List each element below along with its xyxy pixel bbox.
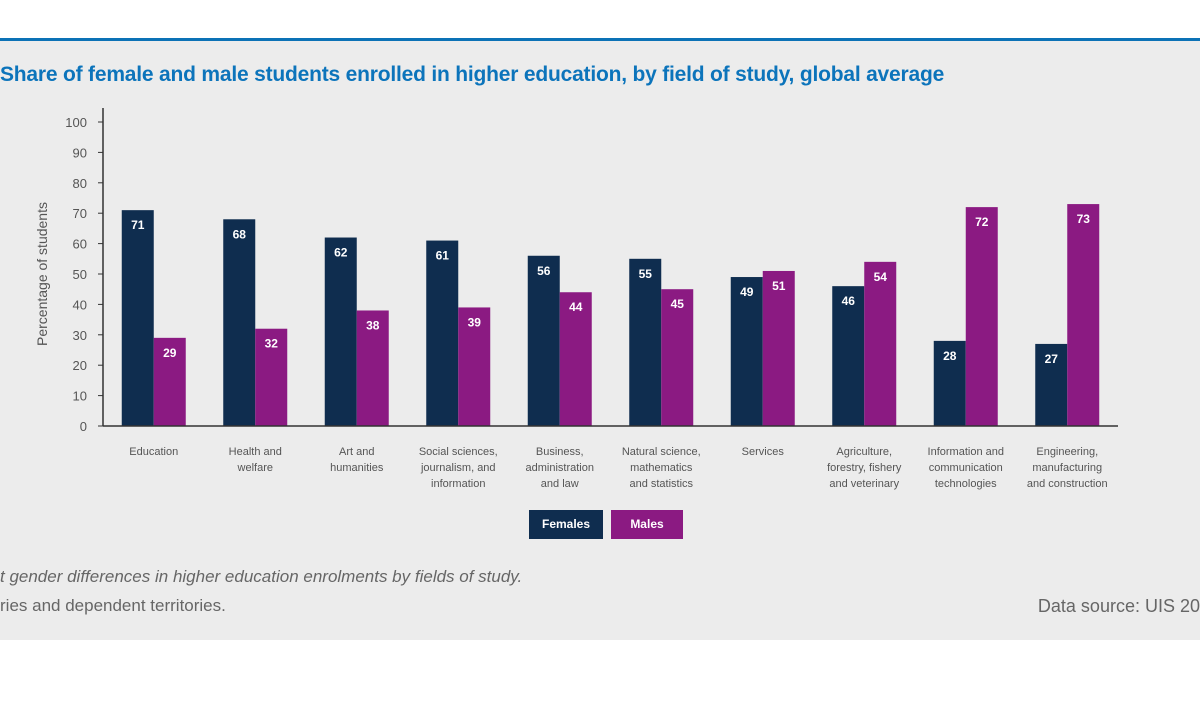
bar-females-1 bbox=[223, 219, 256, 426]
category-label-1: Health and welfare bbox=[229, 446, 282, 474]
y-tick-label: 90 bbox=[73, 145, 87, 160]
bar-males-8 bbox=[965, 207, 998, 426]
value-label-males-7: 54 bbox=[874, 270, 888, 284]
footnote-line-1: t gender differences in higher education… bbox=[0, 567, 523, 586]
x-axis: Education Health and welfare Art and humanit… bbox=[103, 425, 1118, 490]
y-axis-label: Percentage of students bbox=[34, 202, 50, 346]
bars: 71 29 68 32 62 38 61 39 56 44 55 45 49 51 46 54 28 72 27 73 bbox=[121, 204, 1100, 426]
category-label-4: Business, administration and law bbox=[526, 446, 594, 490]
category-label-line: Services bbox=[742, 446, 785, 458]
value-label-males-6: 51 bbox=[772, 279, 786, 293]
y-tick-label: 60 bbox=[73, 237, 87, 252]
category-label-2: Art and humanities bbox=[330, 446, 384, 474]
category-label-6: Services bbox=[742, 446, 785, 458]
bar-females-8 bbox=[933, 340, 966, 426]
value-label-females-2: 62 bbox=[334, 246, 348, 260]
category-label-line: humanities bbox=[330, 462, 384, 474]
category-label-line: Engineering, bbox=[1036, 446, 1098, 458]
value-label-males-8: 72 bbox=[975, 215, 989, 229]
bar-males-6 bbox=[762, 270, 795, 426]
value-label-females-3: 61 bbox=[436, 249, 450, 263]
bar-females-3 bbox=[426, 240, 459, 426]
legend-females: Females bbox=[529, 510, 603, 539]
value-label-females-9: 27 bbox=[1045, 352, 1059, 366]
category-label-line: Education bbox=[129, 446, 178, 458]
legend-males: Males bbox=[611, 510, 683, 539]
category-label-9: Engineering, manufacturing and constructio… bbox=[1027, 446, 1108, 490]
category-label-line: and law bbox=[541, 478, 579, 490]
category-label-line: technologies bbox=[935, 478, 997, 490]
bar-males-1 bbox=[255, 328, 288, 426]
category-label-line: mathematics bbox=[630, 462, 693, 474]
category-label-line: Social sciences, bbox=[419, 446, 498, 458]
value-label-males-5: 45 bbox=[671, 297, 685, 311]
bar-females-4 bbox=[527, 255, 560, 426]
value-label-females-6: 49 bbox=[740, 285, 754, 299]
category-label-line: Natural science, bbox=[622, 446, 701, 458]
value-label-females-5: 55 bbox=[639, 267, 653, 281]
category-label-line: Agriculture, bbox=[836, 446, 892, 458]
category-label-line: and construction bbox=[1027, 478, 1108, 490]
category-label-line: Health and bbox=[229, 446, 282, 458]
category-label-line: journalism, and bbox=[420, 462, 496, 474]
y-tick-label: 40 bbox=[73, 297, 87, 312]
value-label-females-4: 56 bbox=[537, 264, 551, 278]
category-label-line: information bbox=[431, 478, 485, 490]
category-label-line: Business, bbox=[536, 446, 584, 458]
category-label-line: Art and bbox=[339, 446, 374, 458]
category-label-line: welfare bbox=[237, 462, 273, 474]
value-label-males-0: 29 bbox=[163, 346, 177, 360]
value-label-females-1: 68 bbox=[233, 227, 247, 241]
value-label-females-7: 46 bbox=[842, 294, 856, 308]
bar-males-4 bbox=[559, 292, 592, 426]
y-tick-label: 100 bbox=[65, 115, 87, 130]
category-label-7: Agriculture, forestry, fishery and veterin… bbox=[827, 446, 902, 490]
bar-males-0 bbox=[153, 337, 186, 426]
chart-title: Share of female and male students enroll… bbox=[0, 63, 945, 86]
category-label-line: and statistics bbox=[629, 478, 693, 490]
category-label-0: Education bbox=[129, 446, 178, 458]
bar-females-6 bbox=[730, 277, 763, 426]
category-label-5: Natural science, mathematics and statistic… bbox=[622, 446, 701, 490]
data-source: Data source: UIS 20 bbox=[1037, 596, 1200, 616]
value-label-females-8: 28 bbox=[943, 349, 957, 363]
value-label-males-4: 44 bbox=[569, 300, 583, 314]
value-label-males-2: 38 bbox=[366, 318, 380, 332]
bar-females-0 bbox=[121, 210, 154, 426]
category-label-3: Social sciences, journalism, and informati… bbox=[419, 446, 498, 490]
bar-males-3 bbox=[458, 307, 491, 426]
y-axis: 0 10 20 30 40 50 60 70 80 90 100 Percentage of stud… bbox=[34, 108, 104, 434]
y-tick-label: 10 bbox=[73, 389, 87, 404]
bar-females-2 bbox=[324, 237, 357, 426]
chart-panel bbox=[0, 38, 1200, 640]
category-label-line: forestry, fishery bbox=[827, 462, 902, 474]
category-label-line: Information and bbox=[928, 446, 1004, 458]
category-label-line: manufacturing bbox=[1032, 462, 1102, 474]
y-tick-label: 80 bbox=[73, 176, 87, 191]
value-label-males-3: 39 bbox=[468, 315, 482, 329]
value-label-males-9: 73 bbox=[1077, 212, 1091, 226]
bar-males-2 bbox=[356, 310, 389, 426]
value-label-males-1: 32 bbox=[265, 337, 279, 351]
bar-females-5 bbox=[629, 258, 662, 426]
bar-males-5 bbox=[661, 289, 694, 426]
bar-females-7 bbox=[832, 286, 865, 426]
category-label-line: administration bbox=[526, 462, 594, 474]
y-tick-label: 20 bbox=[73, 358, 87, 373]
y-tick-label: 70 bbox=[73, 206, 87, 221]
value-label-females-0: 71 bbox=[131, 218, 145, 232]
footnote-line-2: ries and dependent territories. bbox=[0, 596, 226, 615]
y-tick-label: 30 bbox=[73, 328, 87, 343]
bar-males-7 bbox=[864, 261, 897, 426]
category-label-line: communication bbox=[929, 462, 1003, 474]
category-label-line: and veterinary bbox=[829, 478, 899, 490]
y-tick-label: 50 bbox=[73, 267, 87, 282]
category-label-8: Information and communication technologies bbox=[928, 446, 1004, 490]
bar-males-9 bbox=[1067, 204, 1100, 426]
y-tick-label: 0 bbox=[80, 419, 87, 434]
bar-females-9 bbox=[1035, 343, 1068, 426]
